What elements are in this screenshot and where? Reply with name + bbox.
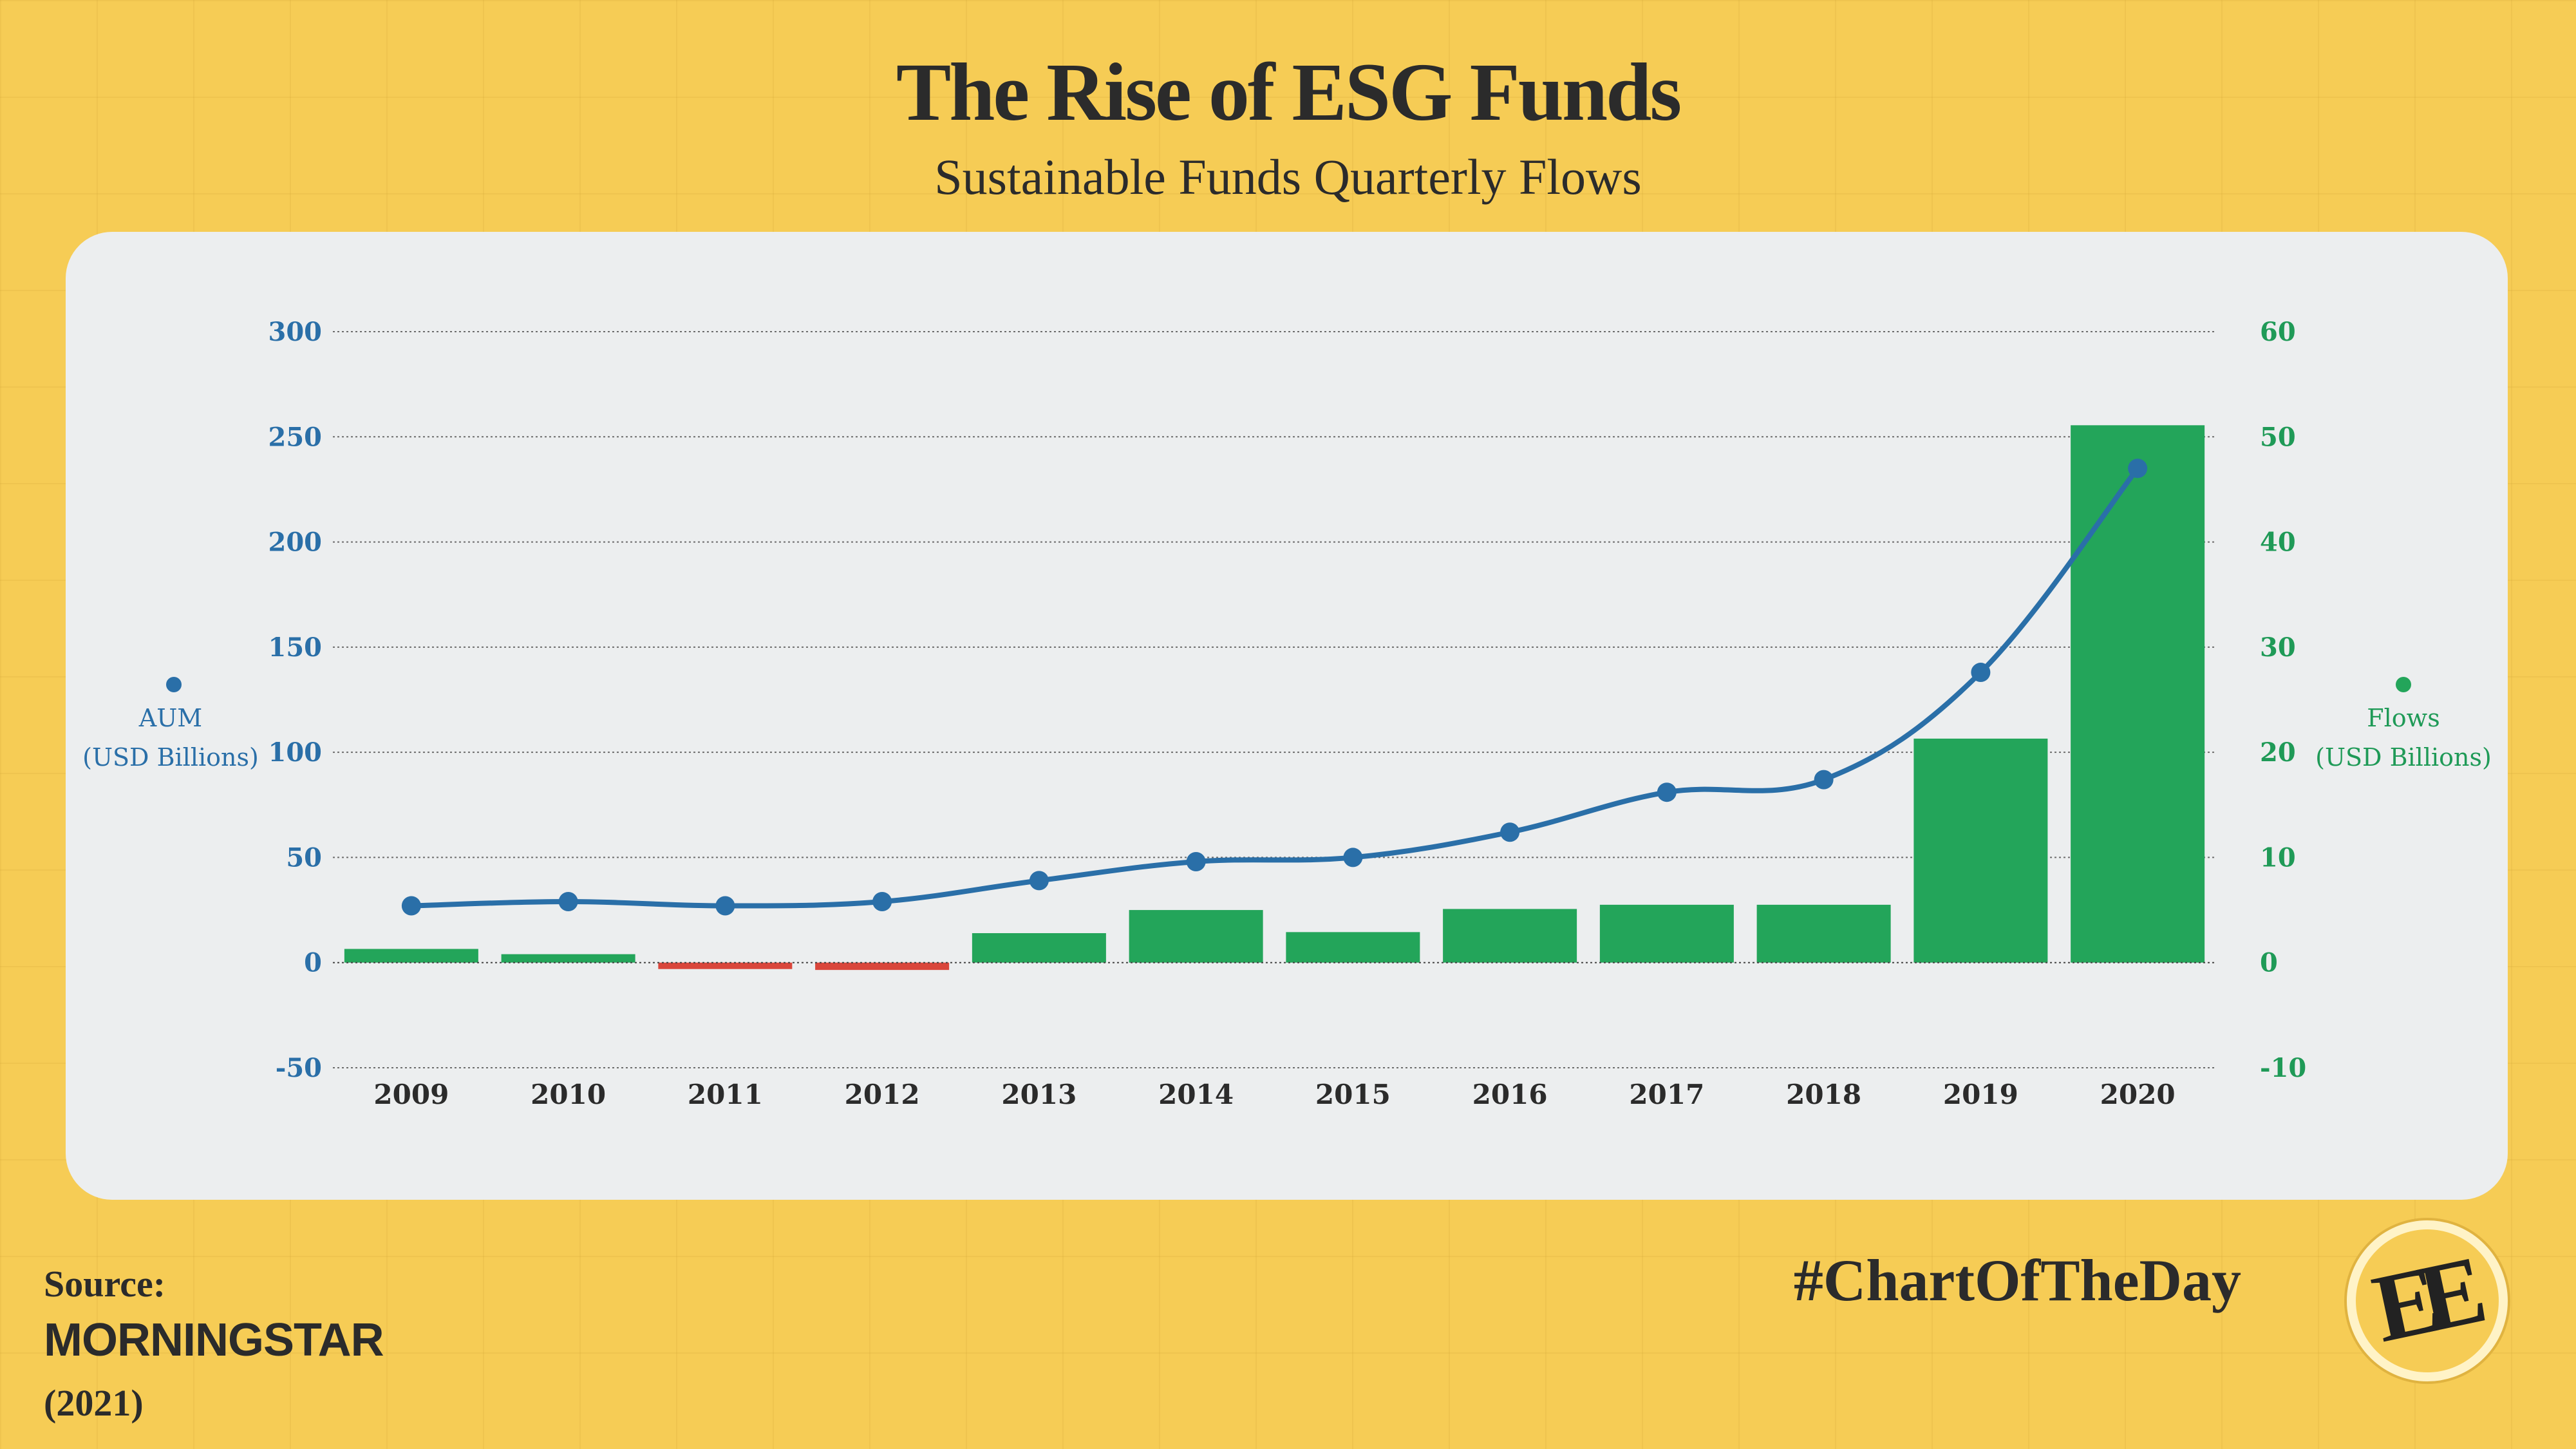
left-tick-label: 200 [268,527,323,558]
aum-series-line [411,466,2140,909]
right-axis-ticks: -10 0 10 20 30 40 50 60 [2260,317,2306,1083]
aum-point [1343,848,1363,867]
right-tick-label: 50 [2260,422,2296,452]
aum-point [715,896,735,916]
x-tick-label: 2019 [1943,1079,2018,1110]
left-axis-label-line1: AUM [138,704,202,732]
aum-point [872,892,892,912]
flows-legend-dot [2396,677,2411,692]
x-axis-ticks: 2009 2010 2011 2012 2013 2014 2015 2016 2017 2018… [373,1079,2175,1110]
x-tick-label: 2009 [373,1079,449,1110]
left-axis-label: AUM (USD Billions) [82,677,259,772]
flows-bar [1599,904,1734,963]
left-tick-label: 100 [268,737,323,768]
left-tick-label: 150 [268,632,323,663]
x-tick-label: 2017 [1629,1079,1704,1110]
chart-canvas: -50 0 50 100 150 200 250 300 -10 0 10 20 30 40 50 60 2… [82,317,2492,1110]
aum-legend-dot [166,677,182,692]
aum-point [401,896,421,916]
left-tick-label: 0 [304,948,322,978]
aum-point [2128,459,2148,478]
chart-subtitle: Sustainable Funds Quarterly Flows [934,149,1642,205]
left-axis-ticks: -50 0 50 100 150 200 250 300 [268,317,323,1083]
x-tick-label: 2013 [1001,1079,1076,1110]
source-brand: MORNINGSTAR [44,1314,384,1366]
aum-point [1500,822,1520,842]
left-tick-label: -50 [276,1053,322,1083]
x-tick-label: 2015 [1315,1079,1391,1110]
aum-point [558,892,578,912]
flows-bar-negative [658,962,793,969]
aum-point [1186,851,1206,871]
aum-point [1029,871,1049,891]
x-tick-label: 2016 [1472,1079,1548,1110]
gridlines [333,331,2216,1068]
left-tick-label: 50 [286,842,322,873]
source-year: (2021) [44,1382,144,1424]
x-tick-label: 2014 [1158,1079,1234,1110]
right-tick-label: 0 [2260,948,2278,978]
flows-bar [344,949,478,963]
right-tick-label: 40 [2260,527,2296,558]
logo-text: EE [2364,1238,2477,1363]
flows-bar [1286,932,1420,963]
left-tick-label: 250 [268,422,323,452]
right-axis-label-line1: Flows [2367,704,2440,732]
source-label: Source: [44,1263,166,1305]
right-tick-label: 20 [2260,737,2296,768]
aum-line [401,459,2148,916]
aum-point [1814,770,1834,790]
x-tick-label: 2010 [531,1079,606,1110]
hashtag: #ChartOfTheDay [1793,1247,2241,1313]
brand-logo: EE [2347,1220,2508,1381]
flows-bar [972,933,1106,963]
aum-point [1657,782,1677,802]
flows-bar-negative [815,962,950,971]
chart-panel: -50 0 50 100 150 200 250 300 -10 0 10 20 30 40 50 60 2… [66,232,2508,1200]
flows-bar [2071,425,2205,963]
x-tick-label: 2020 [2100,1079,2176,1110]
flows-bar [1913,738,2048,963]
flows-bar [1443,909,1577,963]
aum-point [1971,663,1991,683]
right-axis-label-line2: (USD Billions) [2315,743,2492,772]
right-tick-label: -10 [2260,1053,2306,1083]
flows-bars [344,425,2205,971]
flows-bar [501,954,635,963]
right-tick-label: 10 [2260,842,2296,873]
left-tick-label: 300 [268,317,323,347]
right-tick-label: 30 [2260,632,2296,663]
x-tick-label: 2012 [845,1079,920,1110]
left-axis-label-line2: (USD Billions) [82,743,259,772]
right-tick-label: 60 [2260,317,2296,347]
flows-bar [1756,904,1891,963]
flows-bar [1129,910,1263,963]
right-axis-label: Flows (USD Billions) [2315,677,2492,772]
chart-title: The Rise of ESG Funds [896,46,1682,138]
x-tick-label: 2018 [1786,1079,1861,1110]
x-tick-label: 2011 [688,1079,763,1110]
